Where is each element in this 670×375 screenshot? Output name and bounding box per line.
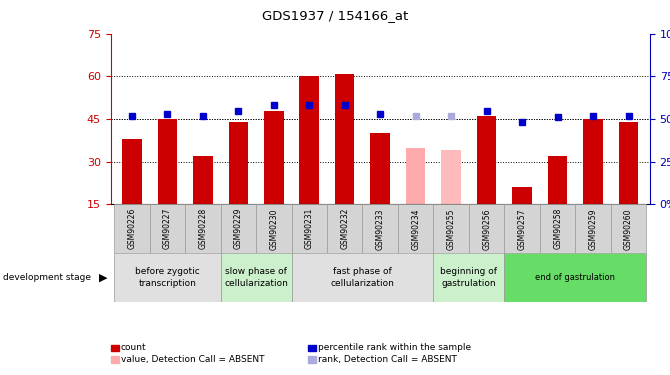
Bar	[477, 116, 496, 204]
Text: GSM90258: GSM90258	[553, 208, 562, 249]
Text: GDS1937 / 154166_at: GDS1937 / 154166_at	[262, 9, 408, 22]
Bar	[185, 204, 220, 253]
Bar	[335, 74, 354, 204]
Bar	[291, 204, 327, 253]
Text: end of gastrulation: end of gastrulation	[535, 273, 615, 282]
Bar	[398, 204, 433, 253]
Bar	[576, 204, 611, 253]
Text: GSM90255: GSM90255	[447, 208, 456, 249]
Bar	[513, 188, 532, 204]
Bar	[406, 147, 425, 204]
Bar	[469, 204, 505, 253]
Text: GSM90257: GSM90257	[518, 208, 527, 249]
Text: count: count	[121, 344, 146, 352]
Text: slow phase of
cellularization: slow phase of cellularization	[224, 267, 288, 288]
Bar	[220, 204, 256, 253]
Bar	[584, 119, 603, 204]
Text: GSM90227: GSM90227	[163, 208, 172, 249]
Text: before zygotic
transcription: before zygotic transcription	[135, 267, 200, 288]
Text: GSM90256: GSM90256	[482, 208, 491, 249]
Text: GSM90260: GSM90260	[624, 208, 633, 249]
Bar	[442, 150, 461, 204]
Bar	[157, 119, 177, 204]
Text: beginning of
gastrulation: beginning of gastrulation	[440, 267, 497, 288]
Bar	[611, 204, 647, 253]
Bar	[149, 204, 185, 253]
Bar	[193, 156, 212, 204]
Bar	[114, 204, 149, 253]
Text: fast phase of
cellularization: fast phase of cellularization	[330, 267, 395, 288]
Bar	[299, 76, 319, 204]
Bar	[362, 204, 398, 253]
Text: rank, Detection Call = ABSENT: rank, Detection Call = ABSENT	[318, 355, 457, 364]
Text: percentile rank within the sample: percentile rank within the sample	[318, 344, 472, 352]
Text: GSM90230: GSM90230	[269, 208, 278, 249]
Bar	[122, 139, 141, 204]
Text: GSM90228: GSM90228	[198, 208, 207, 249]
Text: GSM90226: GSM90226	[127, 208, 136, 249]
Text: value, Detection Call = ABSENT: value, Detection Call = ABSENT	[121, 355, 264, 364]
Text: GSM90229: GSM90229	[234, 208, 243, 249]
Bar	[220, 253, 291, 302]
Bar	[540, 204, 576, 253]
Bar	[433, 204, 469, 253]
Text: GSM90234: GSM90234	[411, 208, 420, 249]
Bar	[291, 253, 433, 302]
Bar	[433, 253, 505, 302]
Bar	[371, 133, 390, 204]
Text: development stage: development stage	[3, 273, 91, 282]
Bar	[505, 204, 540, 253]
Bar	[548, 156, 567, 204]
Bar	[256, 204, 291, 253]
Bar	[228, 122, 248, 204]
Text: ▶: ▶	[99, 273, 108, 282]
Bar	[327, 204, 362, 253]
Bar	[505, 253, 647, 302]
Bar	[264, 111, 283, 204]
Bar	[619, 122, 639, 204]
Text: GSM90259: GSM90259	[589, 208, 598, 249]
Text: GSM90232: GSM90232	[340, 208, 349, 249]
Text: GSM90233: GSM90233	[376, 208, 385, 249]
Text: GSM90231: GSM90231	[305, 208, 314, 249]
Bar	[114, 253, 220, 302]
